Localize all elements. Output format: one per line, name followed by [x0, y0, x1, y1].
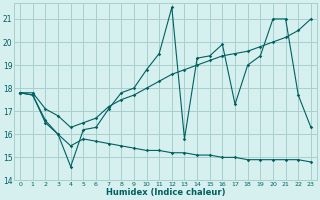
X-axis label: Humidex (Indice chaleur): Humidex (Indice chaleur) [106, 188, 225, 197]
